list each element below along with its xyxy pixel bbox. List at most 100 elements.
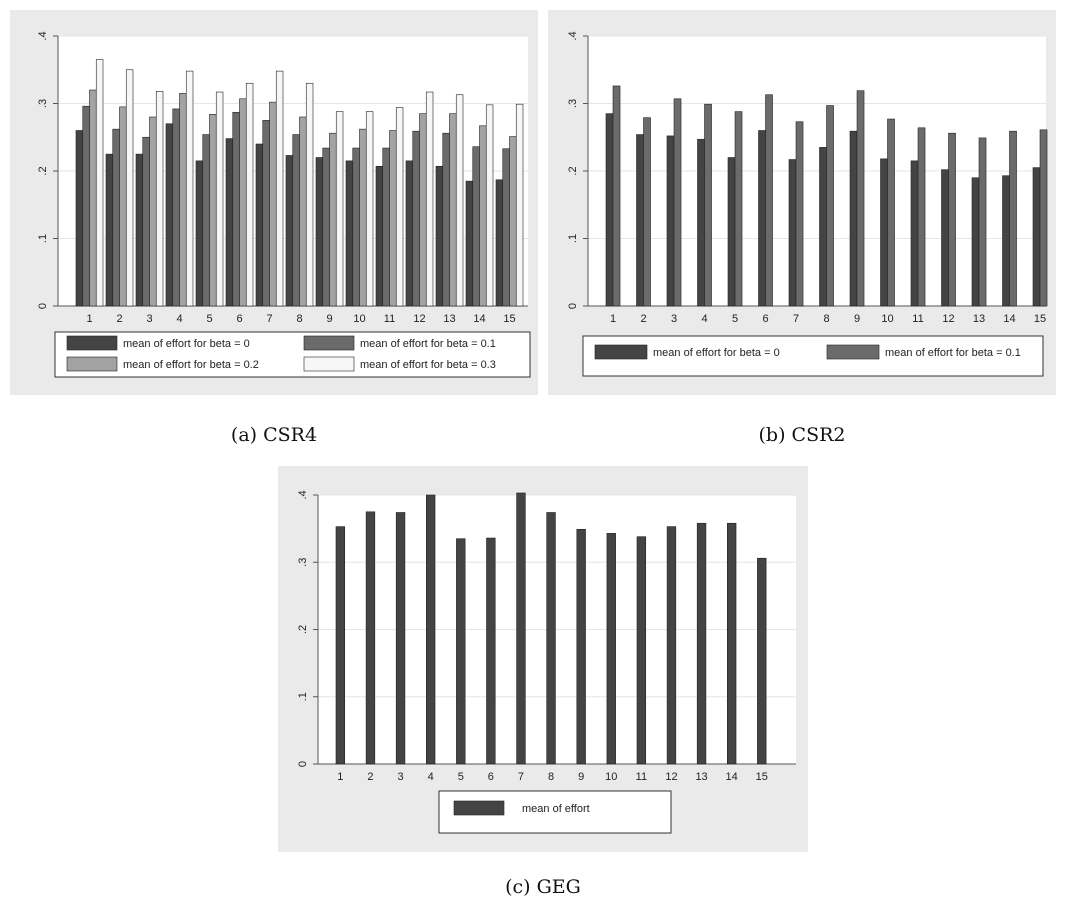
bar bbox=[948, 132, 956, 307]
bar bbox=[155, 91, 164, 307]
legend-label: mean of effort for beta = 0.3 bbox=[360, 359, 496, 371]
y-tick-label: .2 bbox=[297, 625, 309, 634]
bar bbox=[472, 146, 480, 307]
panel-geg: 0.1.2.3.4 1 2 3 4 5 6 7 8 9 10 11 12 13 14 15 mean of ef… bbox=[278, 466, 808, 852]
y-tick-label: .4 bbox=[37, 31, 49, 40]
y-tick-label: .1 bbox=[567, 234, 579, 243]
bar bbox=[612, 85, 621, 307]
bar bbox=[509, 136, 517, 307]
x-tick-label: 1 bbox=[337, 771, 343, 783]
x-tick-label: 6 bbox=[762, 313, 768, 325]
bar bbox=[1032, 167, 1041, 307]
bar bbox=[726, 522, 737, 765]
bar bbox=[172, 108, 180, 307]
bar bbox=[485, 104, 494, 307]
bar bbox=[209, 114, 217, 307]
bar bbox=[1002, 175, 1010, 307]
y-tick-label: .1 bbox=[297, 692, 309, 701]
bar bbox=[455, 94, 464, 307]
x-tick-label: 12 bbox=[942, 313, 954, 325]
bar bbox=[666, 526, 677, 765]
x-tick-label: 3 bbox=[146, 313, 152, 325]
x-tick-label: 13 bbox=[695, 771, 707, 783]
bar bbox=[185, 70, 194, 307]
bar bbox=[322, 147, 330, 307]
bar bbox=[299, 116, 307, 307]
bar bbox=[149, 116, 157, 307]
bar bbox=[887, 118, 895, 307]
x-tick-label: 13 bbox=[443, 313, 455, 325]
bar bbox=[643, 117, 651, 307]
bar bbox=[978, 137, 987, 307]
y-tick-label: .1 bbox=[37, 234, 49, 243]
x-tick-label: 1 bbox=[86, 313, 92, 325]
x-tick-label: 12 bbox=[665, 771, 677, 783]
bar bbox=[734, 111, 743, 307]
bar bbox=[165, 123, 174, 307]
x-tick-label: 6 bbox=[236, 313, 242, 325]
bar bbox=[917, 127, 926, 307]
bar bbox=[704, 103, 712, 307]
x-tick-label: 2 bbox=[640, 313, 646, 325]
bar bbox=[345, 160, 354, 307]
x-tick-label: 9 bbox=[854, 313, 860, 325]
x-tick-label: 4 bbox=[176, 313, 182, 325]
bar bbox=[479, 125, 487, 307]
bar bbox=[119, 106, 127, 307]
caption-csr4: (a) CSR4 bbox=[230, 424, 318, 446]
bar bbox=[365, 111, 374, 307]
bar bbox=[880, 158, 888, 307]
bar bbox=[826, 105, 834, 307]
x-tick-label: 7 bbox=[518, 771, 524, 783]
bar bbox=[495, 179, 504, 307]
bar bbox=[971, 177, 980, 307]
bar bbox=[262, 120, 270, 307]
bar bbox=[395, 107, 404, 307]
bar bbox=[849, 130, 858, 307]
bar bbox=[516, 492, 526, 765]
bar bbox=[636, 536, 647, 765]
bar bbox=[449, 113, 457, 307]
x-tick-label: 15 bbox=[756, 771, 768, 783]
bar bbox=[456, 538, 466, 765]
legend-swatch bbox=[66, 335, 118, 351]
bar bbox=[425, 91, 434, 307]
x-tick-label: 3 bbox=[398, 771, 404, 783]
x-tick-label: 3 bbox=[671, 313, 677, 325]
legend-label: mean of effort bbox=[522, 803, 590, 815]
x-tick-label: 2 bbox=[367, 771, 373, 783]
legend-swatch bbox=[594, 344, 648, 360]
x-tick-label: 4 bbox=[701, 313, 707, 325]
y-tick-label: 0 bbox=[297, 761, 309, 767]
bar bbox=[546, 512, 556, 765]
y-tick-label: 0 bbox=[37, 303, 49, 309]
caption-geg: (c) GEG bbox=[505, 876, 581, 898]
bar bbox=[910, 160, 919, 307]
bar bbox=[315, 157, 324, 307]
legend-swatch bbox=[303, 335, 355, 351]
x-tick-label: 15 bbox=[503, 313, 515, 325]
bar bbox=[605, 113, 614, 307]
y-tick-label: .2 bbox=[37, 166, 49, 175]
bar bbox=[435, 165, 444, 307]
legend-box bbox=[582, 335, 1044, 377]
bar bbox=[215, 91, 224, 307]
y-tick-label: .2 bbox=[567, 166, 579, 175]
legend-label: mean of effort for beta = 0 bbox=[653, 347, 780, 359]
x-tick-label: 2 bbox=[116, 313, 122, 325]
bar bbox=[486, 537, 496, 765]
bar bbox=[395, 512, 406, 765]
bar bbox=[75, 130, 84, 307]
bar bbox=[142, 136, 150, 307]
x-tick-label: 8 bbox=[296, 313, 302, 325]
legend-label: mean of effort for beta = 0 bbox=[123, 338, 250, 350]
x-tick-label: 9 bbox=[578, 771, 584, 783]
bar bbox=[502, 148, 510, 307]
panel-csr4: 0.1.2.3.4 1 2 3 4 5 6 7 8 9 10 11 12 13 14 15 mean of ef… bbox=[10, 10, 538, 395]
bar bbox=[352, 147, 360, 307]
bar bbox=[442, 132, 450, 307]
bar bbox=[82, 105, 90, 307]
x-tick-label: 5 bbox=[458, 771, 464, 783]
